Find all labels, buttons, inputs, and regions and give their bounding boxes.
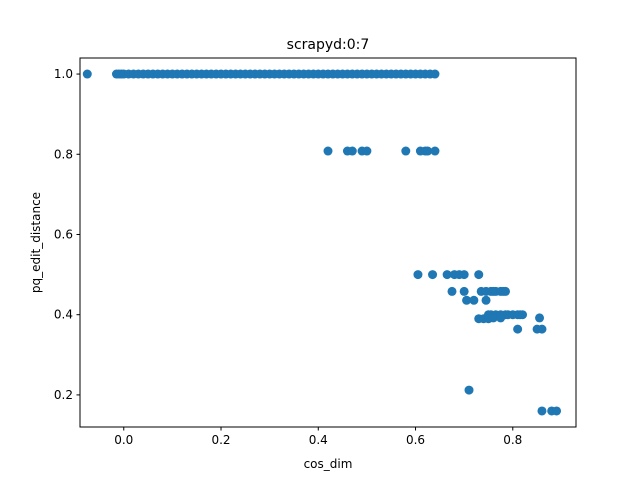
data-point: [442, 270, 452, 280]
x-axis-label: cos_dim: [304, 457, 353, 471]
data-point: [459, 286, 469, 296]
data-point: [462, 295, 472, 305]
y-tick-label: 1.0: [54, 67, 73, 81]
data-point: [423, 146, 433, 156]
data-point: [347, 146, 357, 156]
x-tick-label: 0.4: [309, 433, 328, 447]
data-point: [552, 406, 562, 416]
y-tick-label: 0.4: [54, 308, 73, 322]
data-point: [513, 324, 523, 334]
x-axis-ticks: 0.0 0.2 0.4 0.6 0.8: [114, 427, 522, 447]
data-point: [413, 270, 423, 280]
chart-title: scrapyd:0:7: [287, 37, 370, 53]
data-point: [459, 270, 469, 280]
data-points: [82, 69, 562, 416]
data-point: [401, 146, 411, 156]
y-axis-ticks: 0.2 0.4 0.6 0.8 1.0: [54, 67, 80, 402]
data-point: [362, 146, 372, 156]
data-point: [500, 286, 510, 296]
y-tick-label: 0.6: [54, 227, 73, 241]
y-axis-label: pq_edit_distance: [29, 192, 43, 293]
data-point: [430, 69, 440, 79]
data-point: [430, 146, 440, 156]
data-point: [537, 406, 547, 416]
data-point: [537, 324, 547, 334]
x-tick-label: 0.6: [406, 433, 425, 447]
plot-frame: [79, 57, 577, 428]
data-point: [464, 385, 474, 395]
y-tick-label: 0.2: [54, 388, 73, 402]
data-point: [82, 69, 92, 79]
y-tick-label: 0.8: [54, 147, 73, 161]
data-point: [428, 270, 438, 280]
data-point: [496, 313, 506, 323]
data-point: [481, 295, 491, 305]
data-point: [447, 286, 457, 296]
data-point: [323, 146, 333, 156]
data-point: [535, 313, 545, 323]
x-tick-label: 0.2: [211, 433, 230, 447]
data-point: [488, 313, 498, 323]
x-tick-label: 0.8: [503, 433, 522, 447]
data-point: [518, 310, 528, 320]
data-point: [469, 295, 479, 305]
data-point: [474, 270, 484, 280]
x-tick-label: 0.0: [114, 433, 133, 447]
